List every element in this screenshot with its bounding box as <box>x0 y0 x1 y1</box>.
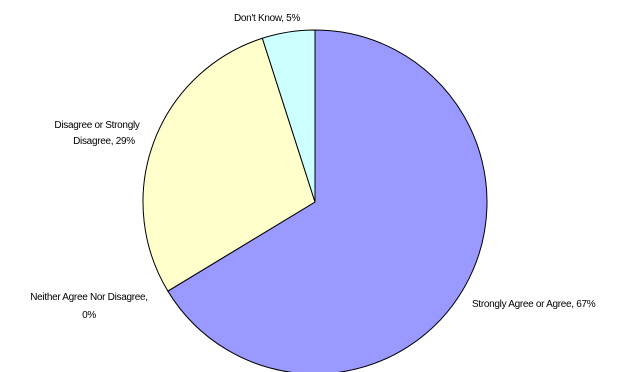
label-neither-line-1: Neither Agree Nor Disagree, <box>30 292 148 303</box>
data-labels: Don't Know, 5% Disagree or Strongly Disa… <box>30 13 596 321</box>
label-strongly-agree: Strongly Agree or Agree, 67% <box>472 299 596 310</box>
label-dont-know: Don't Know, 5% <box>234 13 300 24</box>
pie-slice-disagree-or-strongly-disagree <box>142 37 316 292</box>
label-disagree-line-2: Disagree, 29% <box>73 136 135 147</box>
pie-slices <box>142 29 488 372</box>
pie-slice-strongly-agree-or-agree <box>167 29 488 372</box>
label-neither-line-2: 0% <box>82 310 96 321</box>
pie-slice-don-t-know <box>261 29 316 203</box>
label-disagree-line-1: Disagree or Strongly <box>54 120 139 131</box>
